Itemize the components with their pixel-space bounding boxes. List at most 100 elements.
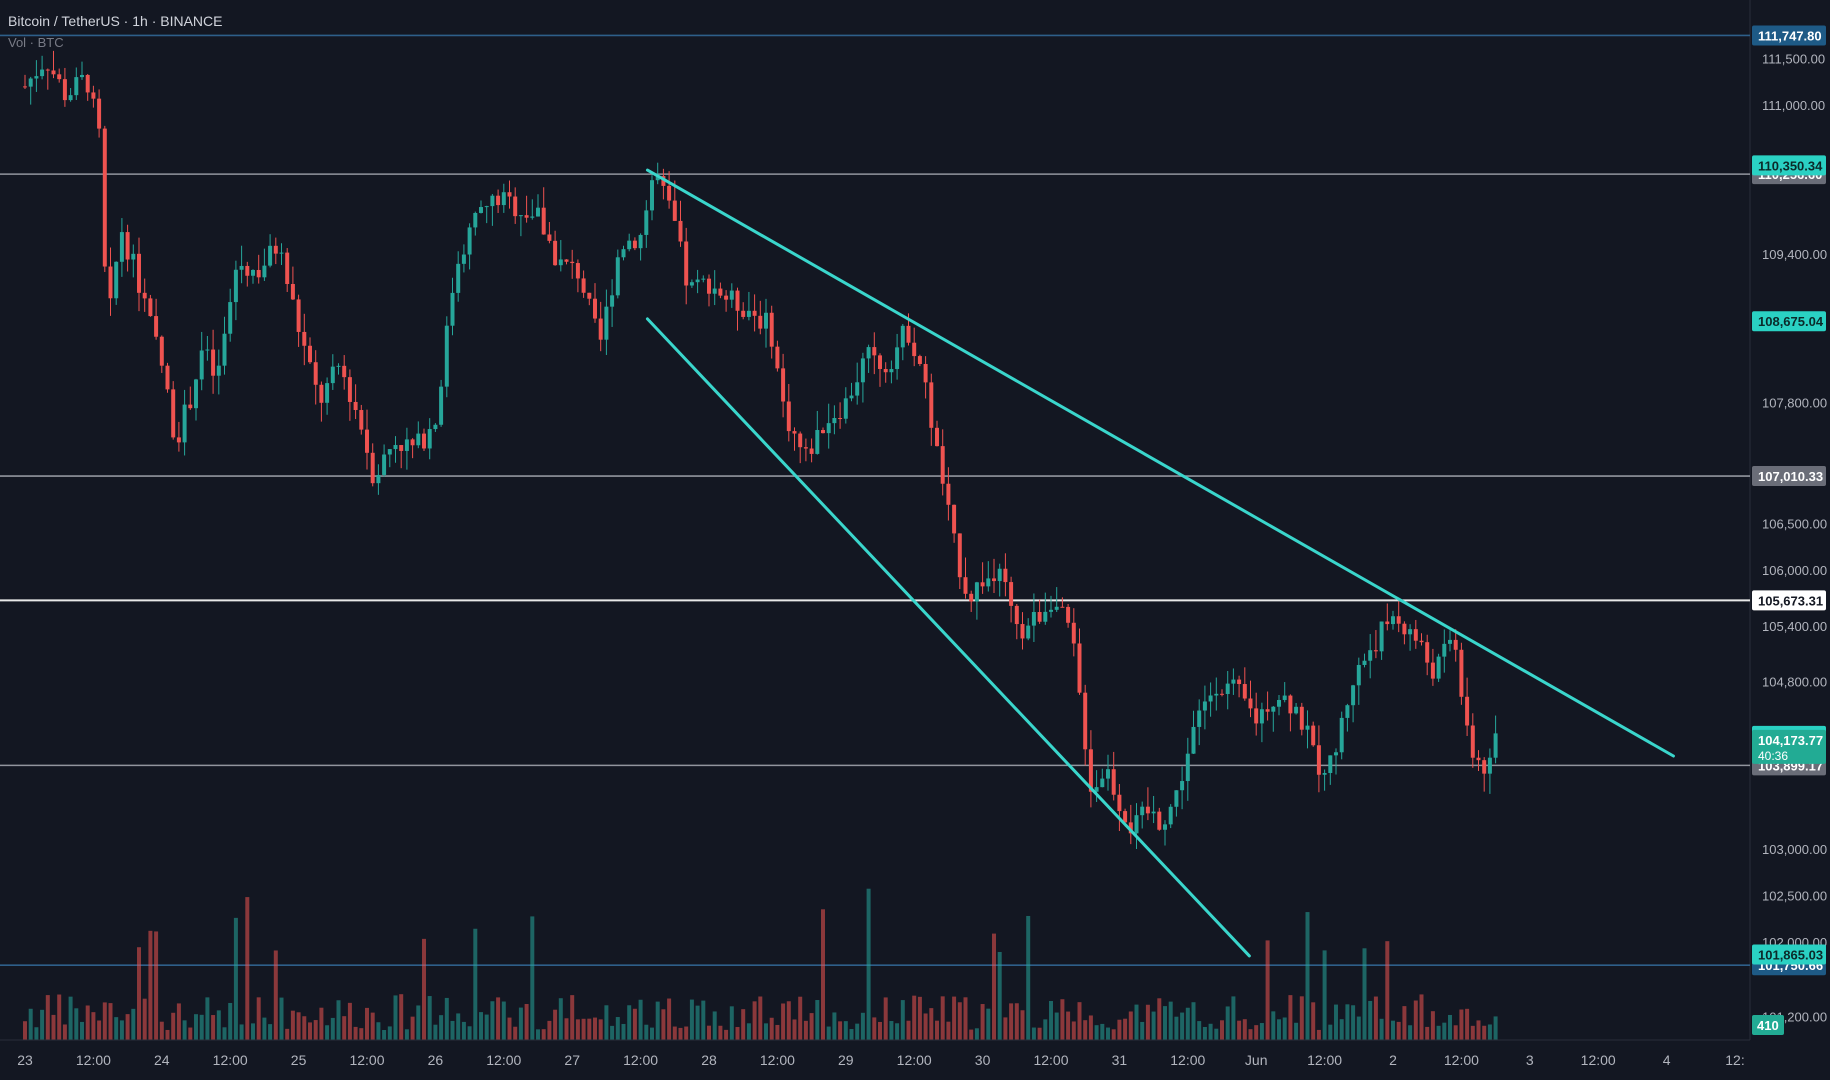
candle-body xyxy=(23,86,27,88)
volume-bar xyxy=(199,1014,204,1040)
candle-body xyxy=(530,216,535,218)
volume-bar xyxy=(1106,1027,1110,1040)
volume-bar xyxy=(119,1020,124,1040)
volume-bar xyxy=(507,1017,512,1040)
candle-body xyxy=(752,310,757,316)
volume-bar xyxy=(587,1018,592,1040)
candle-body xyxy=(1385,621,1390,625)
candle-body xyxy=(382,454,387,475)
volume-bar xyxy=(1066,1011,1071,1040)
price-label-4: 101,865.03 xyxy=(1758,948,1823,963)
candle-body xyxy=(199,350,204,380)
candle-body xyxy=(422,433,426,449)
candle-body xyxy=(769,312,774,347)
candle-body xyxy=(1448,639,1452,644)
volume-bar xyxy=(262,1017,267,1040)
volume-bar xyxy=(764,1023,768,1040)
volume-bar xyxy=(1351,1005,1356,1040)
volume-bar xyxy=(1277,1019,1281,1040)
price-label-1: 108,675.04 xyxy=(1758,314,1824,329)
volume-bar xyxy=(1031,1027,1036,1040)
volume-bar xyxy=(302,1016,307,1040)
volume-bar xyxy=(290,1010,295,1040)
candle-body xyxy=(353,401,358,411)
candle-body xyxy=(655,176,660,181)
candle-body xyxy=(1145,806,1150,814)
volume-bar xyxy=(370,1012,375,1040)
volume-bar xyxy=(1436,1025,1441,1040)
time-tick-label: 12: xyxy=(1725,1052,1744,1068)
volume-bar xyxy=(273,950,278,1040)
candle-body xyxy=(1419,640,1424,643)
candle-body xyxy=(461,254,466,264)
time-tick-label: 30 xyxy=(975,1052,991,1068)
time-tick-label: 12:00 xyxy=(486,1052,521,1068)
time-tick-label: 29 xyxy=(838,1052,854,1068)
candle-body xyxy=(900,325,905,348)
candle-body xyxy=(313,362,318,385)
volume-bar xyxy=(632,1008,637,1040)
volume-bar xyxy=(427,996,432,1040)
price-tick-label: 103,000.00 xyxy=(1762,842,1827,857)
volume-bar xyxy=(28,1008,33,1040)
volume-bar xyxy=(410,1016,415,1040)
candle-body xyxy=(672,200,677,221)
candle-body xyxy=(832,418,837,424)
candle-body xyxy=(433,424,438,430)
candle-body xyxy=(1436,656,1441,679)
volume-bar xyxy=(1493,1016,1498,1040)
candle-body xyxy=(302,331,307,346)
candle-body xyxy=(1031,612,1036,626)
candle-body xyxy=(883,368,888,373)
volume-bar xyxy=(718,1025,723,1040)
symbol-title[interactable]: Bitcoin / TetherUS · 1h · BINANCE xyxy=(8,13,223,29)
candle-body xyxy=(1402,623,1407,635)
candle-body xyxy=(91,92,96,99)
candle-body xyxy=(1037,612,1042,622)
candle-body xyxy=(992,578,996,582)
candle-body xyxy=(1026,625,1031,639)
candle-body xyxy=(159,336,164,366)
candle-body xyxy=(450,292,455,326)
volume-bar xyxy=(900,1000,905,1040)
volume-bar xyxy=(1060,999,1065,1040)
volume-bar xyxy=(399,994,404,1040)
candle-body xyxy=(165,365,170,390)
volume-bar xyxy=(729,1006,734,1040)
candle-body xyxy=(786,401,791,432)
volume-bar xyxy=(803,1020,808,1040)
price-tick-label: 107,800.00 xyxy=(1762,396,1827,411)
volume-bar xyxy=(1003,1017,1008,1040)
candle-body xyxy=(1077,643,1082,693)
volume-bar xyxy=(80,1021,84,1040)
candle-body xyxy=(638,234,643,249)
volume-bar xyxy=(1413,1000,1418,1040)
volume-bar xyxy=(308,1022,312,1040)
candle-body xyxy=(239,265,244,270)
volume-bar xyxy=(929,1008,934,1040)
volume-bar xyxy=(1271,1011,1276,1040)
volume-bar xyxy=(171,1012,176,1040)
candle-body xyxy=(792,431,797,434)
candle-body xyxy=(678,220,683,242)
candle-body xyxy=(701,278,706,280)
candle-body xyxy=(1277,699,1281,707)
candle-body xyxy=(119,232,124,262)
candle-body xyxy=(1020,624,1025,639)
candle-body xyxy=(211,349,216,376)
volume-bar xyxy=(838,1021,843,1040)
price-tick-label: 109,400.00 xyxy=(1762,247,1827,262)
candle-body xyxy=(627,240,632,250)
candle-body xyxy=(1191,726,1196,754)
candle-body xyxy=(1351,685,1356,706)
volume-bar xyxy=(422,938,426,1040)
price-label-0-box xyxy=(1752,155,1826,176)
volume-bar xyxy=(935,1020,939,1040)
candle-body xyxy=(456,263,461,293)
candle-body xyxy=(1174,790,1179,807)
volume-bar xyxy=(843,1021,848,1040)
volume-bar xyxy=(678,1027,683,1040)
candle-body xyxy=(581,278,586,293)
volume-bar xyxy=(1282,1017,1287,1040)
